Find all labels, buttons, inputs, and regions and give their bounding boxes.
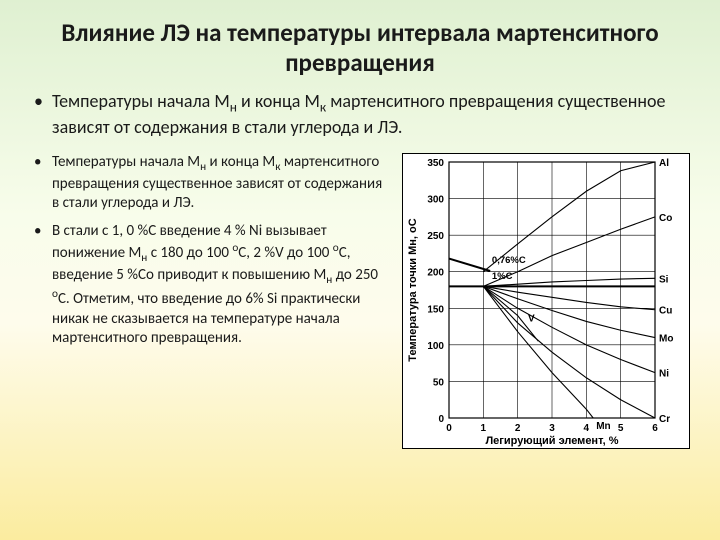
svg-text:Al: Al [659, 158, 669, 169]
svg-text:300: 300 [427, 195, 444, 206]
lower-row: Температуры начала Мн и конца Мк мартенс… [30, 153, 690, 449]
svg-text:150: 150 [427, 304, 444, 315]
svg-text:Легирующий элемент, %: Легирующий элемент, % [485, 435, 618, 447]
svg-text:2: 2 [515, 423, 521, 434]
svg-text:5: 5 [618, 423, 624, 434]
slide: Влияние ЛЭ на температуры интервала март… [0, 0, 720, 540]
svg-text:0,76%C: 0,76%C [492, 255, 526, 266]
svg-text:0: 0 [438, 414, 444, 425]
svg-text:350: 350 [427, 158, 444, 169]
chart-svg: 0 1 2 3 4 5 6 0 50 100 150 200 250 300 350 Al Co 0,76%C Si… [403, 154, 689, 448]
slide-title: Влияние ЛЭ на температуры интервала март… [30, 18, 690, 78]
chart-container: 0 1 2 3 4 5 6 0 50 100 150 200 250 300 350 Al Co 0,76%C Si… [402, 153, 690, 449]
svg-text:Mn: Mn [596, 421, 610, 432]
svg-text:1%C: 1%C [492, 271, 513, 282]
svg-text:200: 200 [427, 268, 444, 279]
svg-text:Co: Co [659, 213, 672, 224]
svg-text:Mo: Mo [659, 334, 673, 345]
svg-text:250: 250 [427, 231, 444, 242]
svg-text:0: 0 [446, 423, 452, 434]
svg-text:Температура точки Мн, оС: Температура точки Мн, оС [407, 218, 419, 361]
svg-text:100: 100 [427, 341, 444, 352]
svg-text:Cr: Cr [659, 414, 670, 425]
intro-paragraph: Температуры начала Мн и конца Мк мартенс… [30, 90, 690, 139]
svg-text:1: 1 [481, 423, 487, 434]
svg-text:3: 3 [549, 423, 555, 434]
svg-text:4: 4 [584, 423, 590, 434]
svg-text:Si: Si [659, 274, 669, 285]
svg-text:6: 6 [652, 423, 658, 434]
svg-text:Cu: Cu [659, 306, 672, 317]
svg-text:Ni: Ni [659, 369, 669, 380]
bullet-2: В стали с 1, 0 %С введение 4 % Ni вызыва… [30, 222, 390, 349]
svg-text:50: 50 [433, 377, 445, 388]
bullet-list: Температуры начала Мн и конца Мк мартенс… [30, 153, 390, 449]
bullet-1: Температуры начала Мн и конца Мк мартенс… [30, 153, 390, 214]
